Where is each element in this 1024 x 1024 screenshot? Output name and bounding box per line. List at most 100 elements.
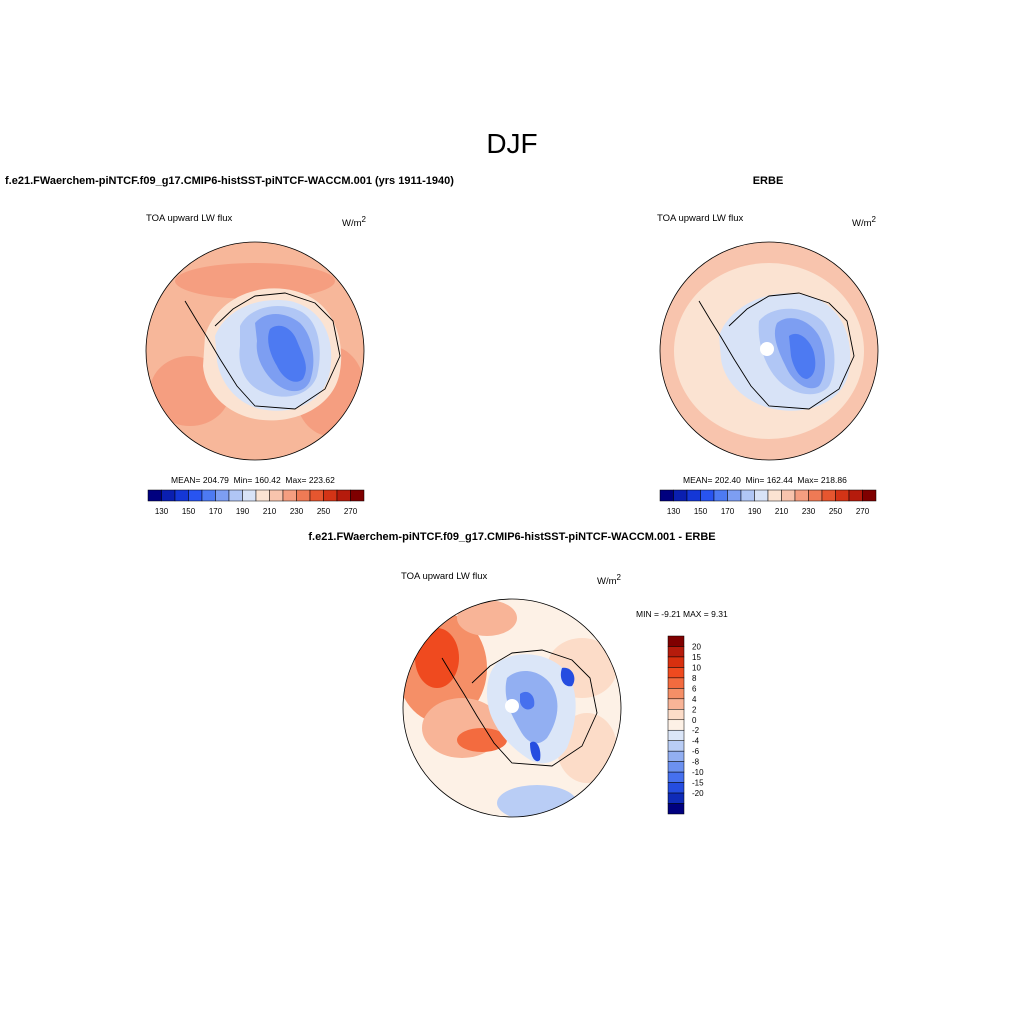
- colorbar-swatch: [296, 489, 311, 502]
- colorbar-swatch: [350, 489, 365, 502]
- colorbar-tick-label: 270: [344, 507, 358, 516]
- colorbar-tick-label: 130: [155, 507, 169, 516]
- colorbar-tick-label: 270: [856, 507, 870, 516]
- colorbar-tick-label: 0: [692, 716, 697, 725]
- colorbar-swatch: [808, 489, 823, 502]
- ice-sheet-core: [789, 333, 816, 379]
- model-units-label: W/m2: [342, 215, 366, 230]
- model-colorbar: 130 150 170 190 210 230 250 270: [147, 489, 365, 516]
- colorbar-swatch: [667, 761, 685, 773]
- colorbar-swatch: [781, 489, 796, 502]
- colorbar-swatch: [667, 698, 685, 710]
- colorbar-swatch: [215, 489, 230, 502]
- colorbar-tick-label: 230: [802, 507, 816, 516]
- colorbar-swatch: [794, 489, 809, 502]
- colorbar-swatch: [667, 709, 685, 721]
- colorbar-swatch: [269, 489, 284, 502]
- colorbar-swatch: [161, 489, 176, 502]
- obs-stats: MEAN= 202.40 Min= 162.44 Max= 218.86: [683, 475, 847, 485]
- coastline: [184, 292, 341, 410]
- coastline: [698, 292, 855, 410]
- warm-band: [175, 263, 335, 299]
- colorbar-swatch: [700, 489, 715, 502]
- colorbar-swatch: [667, 792, 685, 804]
- map-border: [402, 598, 622, 818]
- colorbar-tick-label: 190: [236, 507, 250, 516]
- colorbar-tick-label: 250: [317, 507, 331, 516]
- colorbar-tick-label: 170: [209, 507, 223, 516]
- obs-polar-map: [659, 241, 879, 461]
- colorbar-tick-label: -2: [692, 726, 700, 735]
- diff-polar-map: [402, 598, 622, 818]
- colorbar-tick-label: 230: [290, 507, 304, 516]
- colorbar-swatch: [667, 646, 685, 658]
- colorbar-tick-label: -20: [692, 789, 704, 798]
- colorbar-swatch: [667, 782, 685, 794]
- colorbar-swatch: [673, 489, 688, 502]
- colorbar-tick-label: 150: [182, 507, 196, 516]
- colorbar-swatch: [821, 489, 836, 502]
- colorbar-swatch: [147, 489, 162, 502]
- negative-anomaly: [530, 741, 541, 762]
- obs-units-label: W/m2: [852, 215, 876, 230]
- pole-hole: [505, 699, 519, 713]
- colorbar-swatch: [309, 489, 324, 502]
- map-border: [659, 241, 879, 461]
- colorbar-swatch: [667, 771, 685, 783]
- obs-panel-title: ERBE: [752, 175, 784, 187]
- colorbar-swatch: [667, 667, 685, 679]
- colorbar-swatch: [667, 740, 685, 752]
- colorbar-tick-label: 190: [748, 507, 762, 516]
- colorbar-tick-label: 250: [829, 507, 843, 516]
- colorbar-swatch: [667, 719, 685, 731]
- positive-anomaly: [457, 728, 507, 752]
- colorbar-swatch: [282, 489, 297, 502]
- colorbar-swatch: [336, 489, 351, 502]
- colorbar-swatch: [740, 489, 755, 502]
- colorbar-swatch: [754, 489, 769, 502]
- colorbar-tick-label: 210: [263, 507, 277, 516]
- pole-hole: [760, 342, 774, 356]
- negative-anomaly: [520, 691, 535, 710]
- colorbar-swatch: [848, 489, 863, 502]
- colorbar-swatch: [862, 489, 877, 502]
- colorbar-tick-label: 150: [694, 507, 708, 516]
- colorbar-swatch: [667, 803, 685, 815]
- colorbar-tick-label: -6: [692, 747, 700, 756]
- model-stats: MEAN= 204.79 Min= 160.42 Max= 223.62: [171, 475, 335, 485]
- ice-sheet-core: [268, 325, 306, 382]
- colorbar-swatch: [228, 489, 243, 502]
- map-border: [145, 241, 365, 461]
- colorbar-swatch: [323, 489, 338, 502]
- colorbar-tick-label: 15: [692, 653, 701, 662]
- colorbar-swatch: [201, 489, 216, 502]
- colorbar-tick-label: 4: [692, 695, 697, 704]
- model-polar-map: [145, 241, 365, 461]
- colorbar-swatch: [835, 489, 850, 502]
- colorbar-swatch: [667, 656, 685, 668]
- colorbar-tick-label: 170: [721, 507, 735, 516]
- obs-colorbar: 130 150 170 190 210 230 250 270: [659, 489, 877, 516]
- colorbar-tick-label: -4: [692, 737, 700, 746]
- colorbar-tick-label: 8: [692, 674, 697, 683]
- diff-stats: MIN = -9.21 MAX = 9.31: [636, 609, 728, 619]
- colorbar-swatch: [188, 489, 203, 502]
- colorbar-swatch: [242, 489, 257, 502]
- colorbar-swatch: [767, 489, 782, 502]
- colorbar-tick-label: -15: [692, 779, 704, 788]
- colorbar-tick-label: -10: [692, 768, 704, 777]
- colorbar-tick-label: 210: [775, 507, 789, 516]
- colorbar-swatch: [727, 489, 742, 502]
- colorbar-tick-label: 20: [692, 642, 701, 651]
- colorbar-tick-label: 2: [692, 705, 697, 714]
- figure-title: DJF: [486, 128, 538, 159]
- diff-panel-title: f.e21.FWaerchem-piNTCF.f09_g17.CMIP6-his…: [308, 531, 716, 543]
- positive-anomaly: [415, 628, 459, 688]
- colorbar-tick-label: 10: [692, 663, 701, 672]
- model-variable-label: TOA upward LW flux: [146, 213, 233, 224]
- obs-variable-label: TOA upward LW flux: [657, 213, 744, 224]
- colorbar-swatch: [255, 489, 270, 502]
- colorbar-tick-label: 6: [692, 684, 697, 693]
- negative-anomaly: [560, 667, 575, 687]
